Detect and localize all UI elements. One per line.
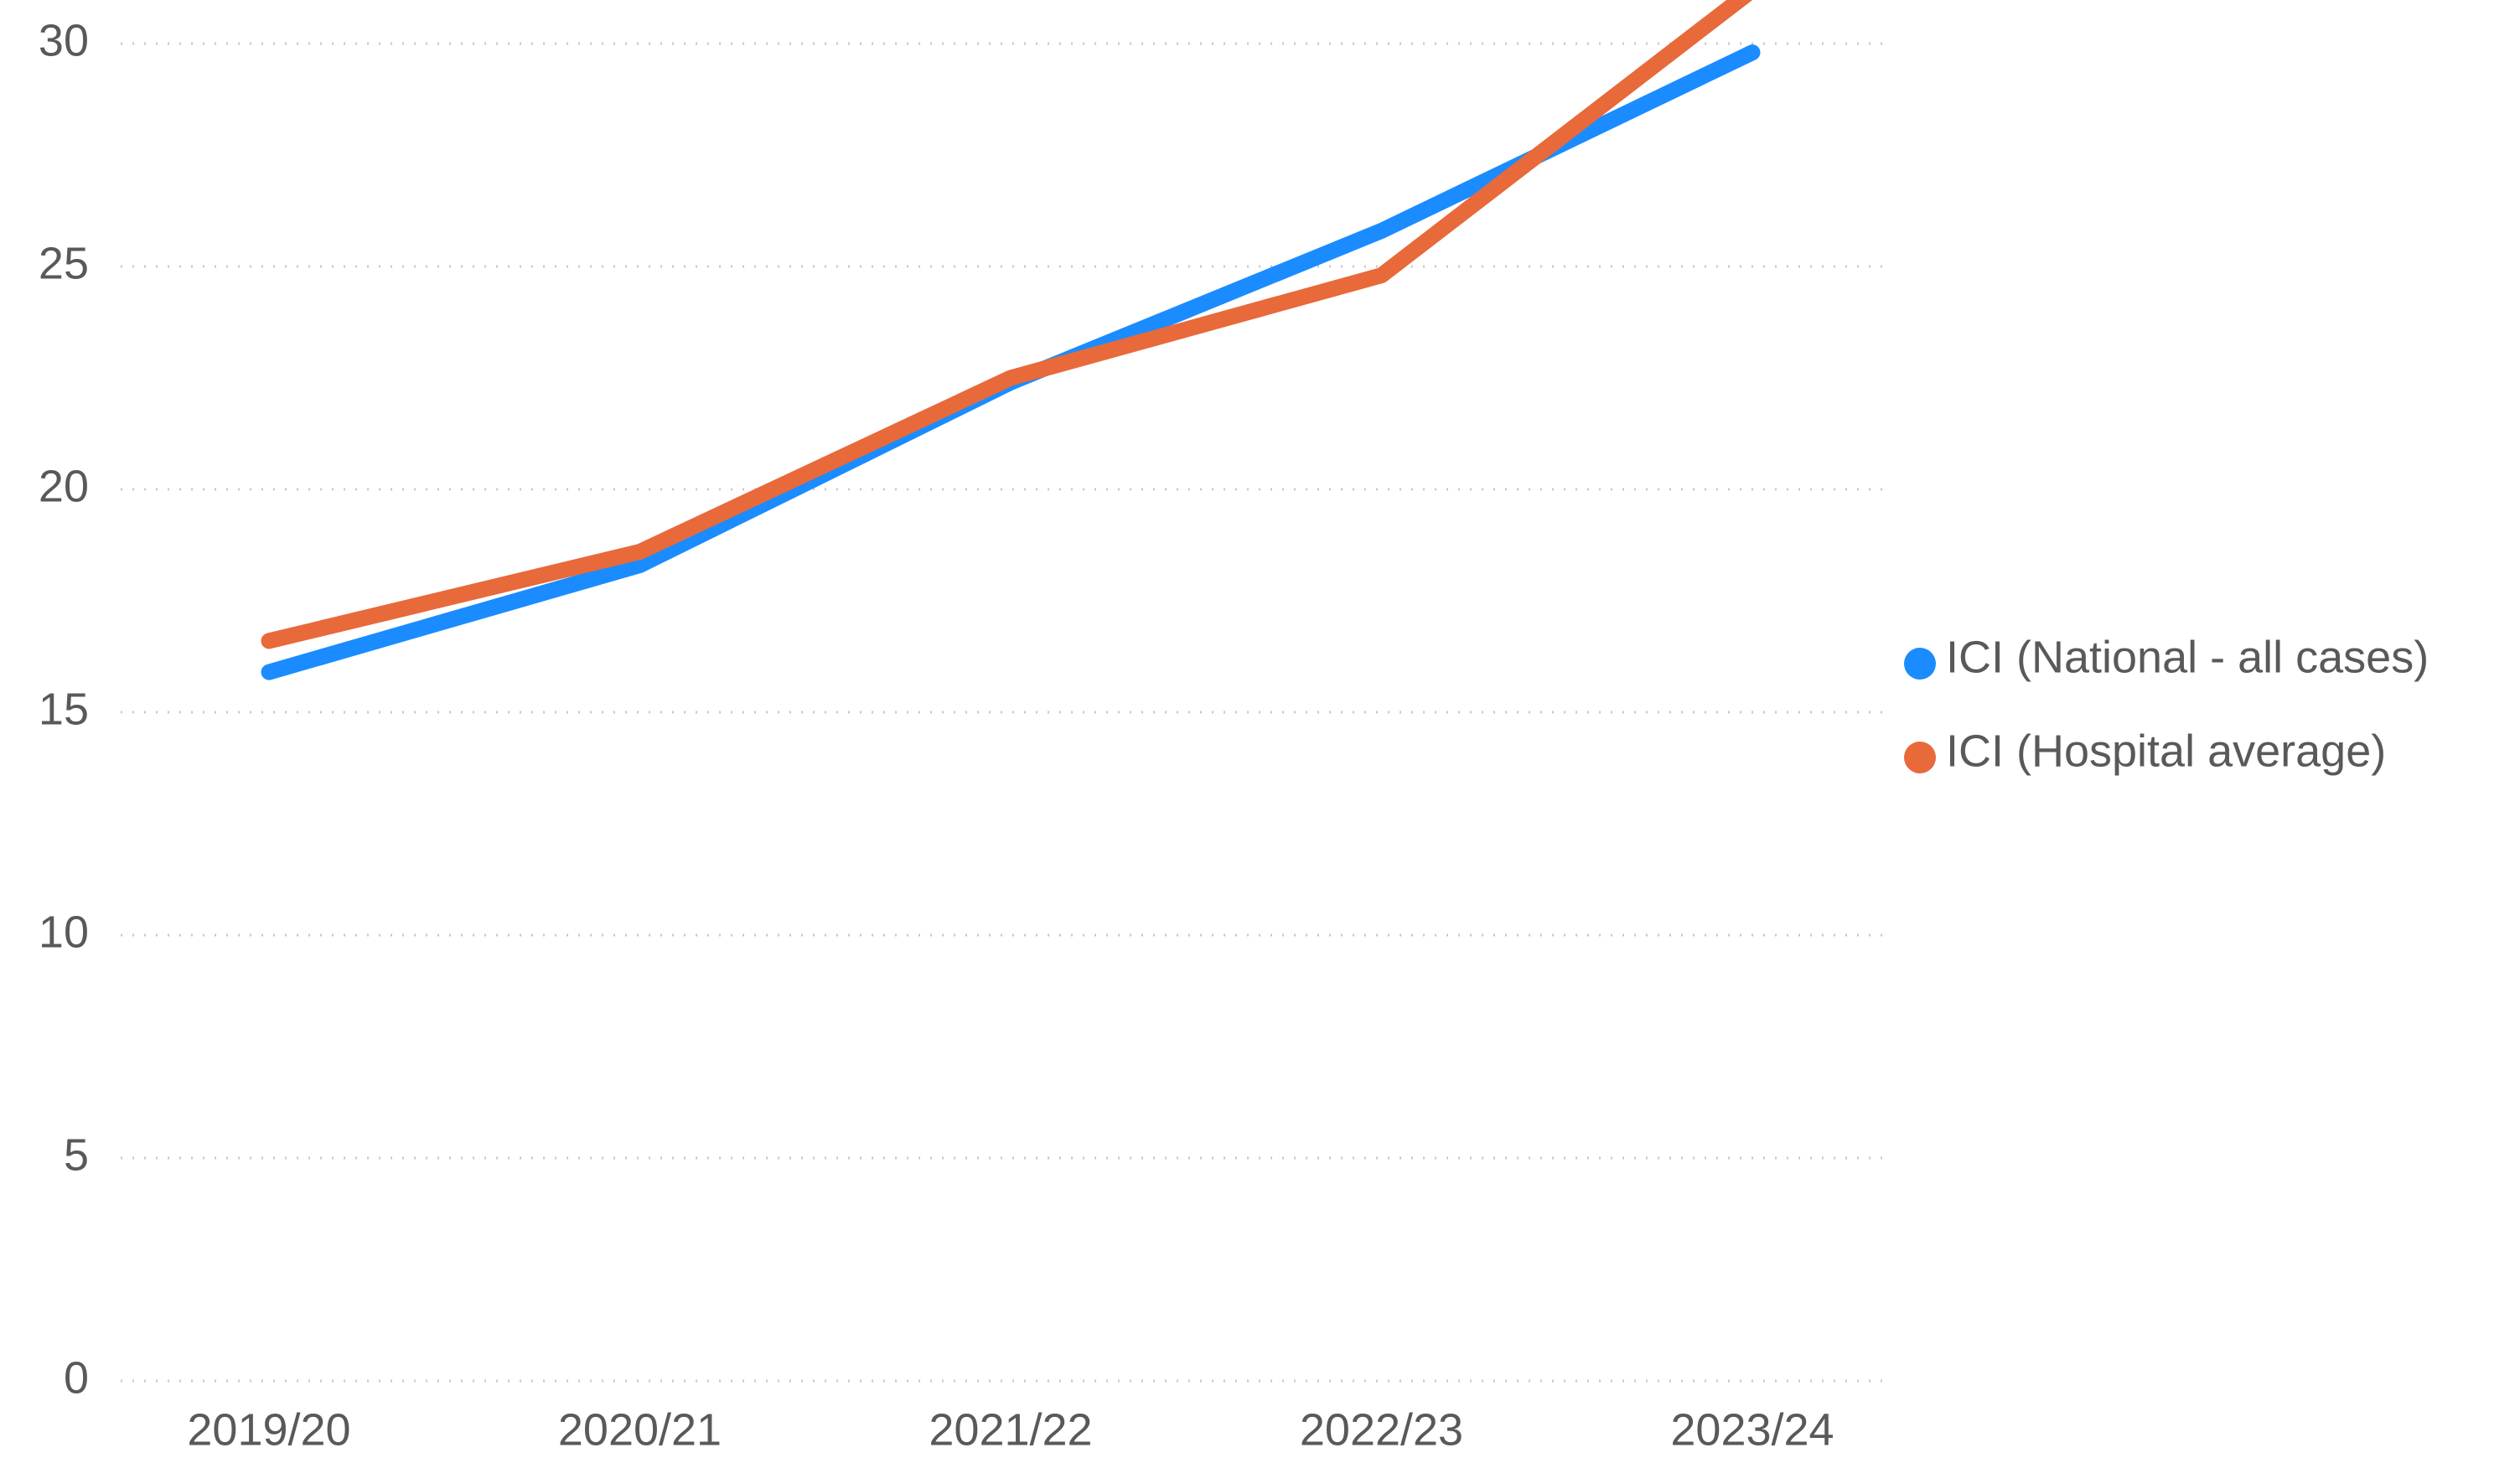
y-tick-label: 15	[39, 684, 89, 734]
legend-label: ICI (Hospital average)	[1946, 726, 2386, 776]
x-tick-label: 2023/24	[1670, 1404, 1834, 1455]
y-tick-label: 20	[39, 461, 89, 511]
legend-label: ICI (National - all cases)	[1946, 632, 2429, 682]
y-tick-label: 0	[64, 1352, 89, 1403]
legend-marker	[1904, 742, 1936, 773]
y-tick-label: 30	[39, 15, 89, 65]
x-tick-label: 2022/23	[1300, 1404, 1463, 1455]
legend-marker	[1904, 648, 1936, 680]
y-tick-label: 5	[64, 1130, 89, 1180]
x-tick-label: 2021/22	[929, 1404, 1092, 1455]
line	[261, 0, 1753, 649]
plot-area	[261, 0, 1761, 680]
y-tick-label: 25	[39, 238, 89, 288]
y-tick-label: 10	[39, 907, 89, 957]
x-tick-label: 2019/20	[187, 1404, 350, 1455]
x-tick-label: 2020/21	[558, 1404, 722, 1455]
line	[261, 44, 1761, 680]
